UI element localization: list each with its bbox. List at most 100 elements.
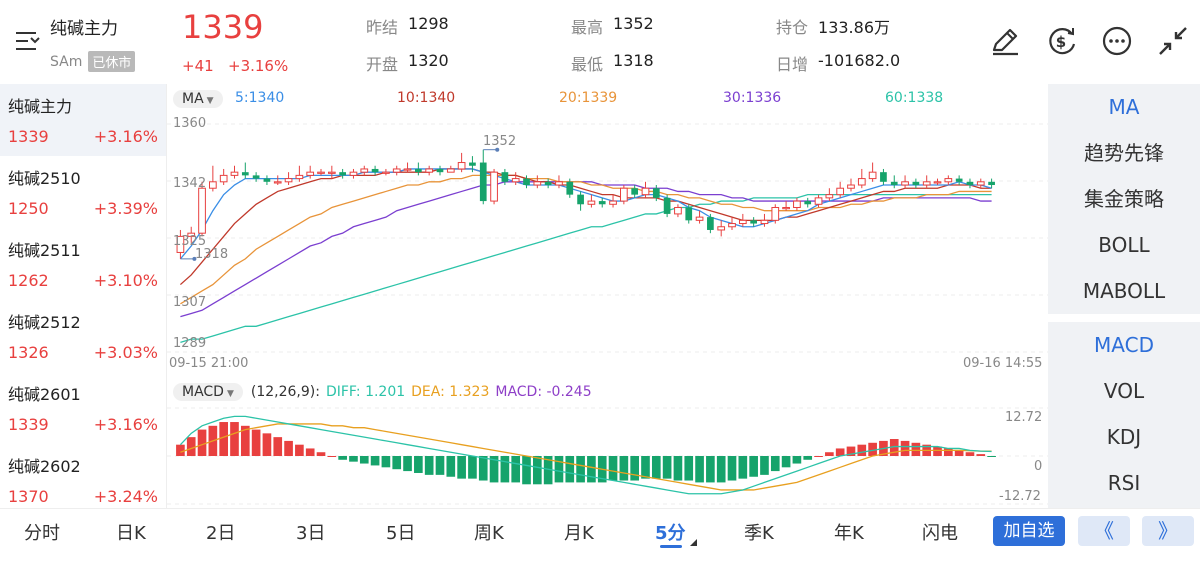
- contract-name: 纯碱主力: [8, 97, 73, 116]
- tab-5day[interactable]: 5日: [386, 523, 416, 544]
- contract-item[interactable]: 纯碱主力 1339 +3.16%: [0, 84, 166, 156]
- candle-body: [533, 181, 542, 186]
- indicator-maboll[interactable]: MABOLL: [1082, 279, 1166, 303]
- candlestick-chart[interactable]: [167, 112, 1049, 354]
- macd-bar: [684, 456, 694, 481]
- next-chevron-button[interactable]: 》: [1142, 516, 1194, 546]
- stat-value: 133.86万: [818, 18, 891, 37]
- macd-params: (12,26,9):: [250, 384, 320, 400]
- caret-down-icon: ▼: [226, 389, 234, 399]
- ma10-line: [179, 168, 992, 286]
- stat-value: 1320: [408, 51, 449, 70]
- macd-bar: [468, 456, 477, 479]
- add-watchlist-button[interactable]: 加自选: [993, 516, 1065, 546]
- candle-body: [728, 223, 736, 228]
- tab-quarterly[interactable]: 季K: [744, 523, 774, 544]
- candle-body: [317, 171, 325, 174]
- prev-chevron-button[interactable]: 《: [1078, 516, 1130, 546]
- macd-bar: [359, 456, 369, 464]
- macd-bar: [262, 433, 272, 456]
- candle-body: [392, 168, 401, 173]
- stat-label: 日增: [776, 55, 809, 74]
- candle-body: [717, 226, 726, 231]
- indicator-trend[interactable]: 趋势先锋: [1084, 141, 1164, 165]
- stat-value: -101682.0: [818, 51, 901, 70]
- tab-daily[interactable]: 日K: [116, 523, 146, 544]
- macd-bar: [478, 456, 488, 481]
- contract-item[interactable]: 纯碱2512 1326 +3.03%: [0, 300, 166, 372]
- active-tab-underline: [660, 545, 682, 548]
- high-marker-dot: [495, 147, 500, 152]
- macd-bar: [435, 456, 445, 475]
- candle-body: [555, 181, 563, 186]
- tab-monthly[interactable]: 月K: [564, 523, 594, 544]
- sub-indicator-select[interactable]: MACD ▼: [173, 383, 243, 401]
- candle-body: [219, 174, 228, 183]
- candle-body: [382, 171, 390, 174]
- macd-bar: [695, 456, 704, 483]
- draw-pen-icon[interactable]: [988, 24, 1022, 58]
- macd-chart[interactable]: [167, 404, 1049, 508]
- macd-bar: [814, 456, 823, 457]
- low-price-label: 1318: [195, 247, 229, 262]
- tab-5min[interactable]: 5分: [655, 523, 686, 544]
- ma30-line: [180, 181, 992, 318]
- contract-pct: +3.39%: [93, 199, 158, 218]
- macd-bar: [316, 452, 326, 456]
- contract-item[interactable]: 纯碱2510 1250 +3.39%: [0, 156, 166, 228]
- stat-daily-change: 日增 -101682.0: [776, 51, 900, 75]
- tab-yearly[interactable]: 年K: [834, 523, 864, 544]
- contract-name: 纯碱2601: [8, 385, 81, 404]
- tab-weekly[interactable]: 周K: [474, 523, 504, 544]
- contract-price: 1339: [8, 127, 49, 146]
- macd-bar: [457, 456, 466, 479]
- stat-open: 开盘 1320: [366, 51, 449, 75]
- menu-filter-icon[interactable]: [14, 30, 42, 52]
- tab-intraday[interactable]: 分时: [24, 523, 60, 544]
- indicator-kdj[interactable]: KDJ: [1106, 425, 1142, 449]
- indicator-jijin[interactable]: 集金策略: [1084, 187, 1164, 211]
- stat-open-interest: 持仓 133.86万: [776, 14, 890, 38]
- dollar-swap-icon[interactable]: $: [1044, 24, 1078, 58]
- candle-body: [641, 187, 650, 196]
- indicator-rsi[interactable]: RSI: [1107, 471, 1141, 495]
- indicator-boll[interactable]: BOLL: [1098, 233, 1150, 257]
- contract-list: 纯碱主力 1339 +3.16% 纯碱2510 1250 +3.39% 纯碱2511…: [0, 84, 166, 508]
- main-indicator-select[interactable]: MA ▼: [173, 90, 223, 108]
- tab-flash[interactable]: 闪电: [922, 523, 958, 544]
- candle-body: [868, 171, 877, 180]
- macd-bar: [835, 448, 845, 456]
- status-badge: 已休市: [88, 51, 136, 72]
- indicator-vol[interactable]: VOL: [1103, 379, 1145, 403]
- candle-body: [523, 178, 530, 186]
- price-change-pct: +3.16%: [228, 57, 289, 75]
- candle-body: [793, 200, 801, 208]
- macd-bar: [230, 422, 239, 456]
- candle-body: [446, 168, 455, 173]
- macd-bar: [749, 456, 758, 477]
- candle-body: [415, 168, 422, 173]
- stat-high: 最高 1352: [571, 14, 654, 38]
- dea-line: [180, 423, 992, 491]
- macd-bar: [630, 456, 639, 481]
- tab-2day[interactable]: 2日: [206, 523, 236, 544]
- candle-body: [847, 184, 855, 189]
- contract-item[interactable]: 纯碱2601 1339 +3.16%: [0, 372, 166, 444]
- more-icon[interactable]: [1100, 24, 1134, 58]
- contract-name: 纯碱2512: [8, 313, 81, 332]
- contract-item[interactable]: 纯碱2511 1262 +3.10%: [0, 228, 166, 300]
- macd-bar: [392, 456, 402, 470]
- contract-title[interactable]: 纯碱主力: [50, 19, 118, 39]
- macd-bar: [414, 456, 423, 473]
- contract-item[interactable]: 纯碱2602 1370 +3.24%: [0, 444, 166, 508]
- indicator-ma[interactable]: MA: [1108, 95, 1140, 119]
- macd-y-tick: 0: [1034, 459, 1043, 474]
- indicator-macd[interactable]: MACD: [1094, 333, 1154, 357]
- candle-body: [176, 235, 185, 253]
- tab-dropdown-caret-icon[interactable]: [690, 539, 697, 546]
- collapse-icon[interactable]: [1156, 24, 1190, 58]
- quote-header: 纯碱主力 SAm 已休市 1339 +41 +3.16% 昨结 1298 开盘 …: [0, 0, 1200, 84]
- tab-3day[interactable]: 3日: [296, 523, 326, 544]
- candle-body: [738, 219, 747, 225]
- macd-bar: [522, 456, 531, 485]
